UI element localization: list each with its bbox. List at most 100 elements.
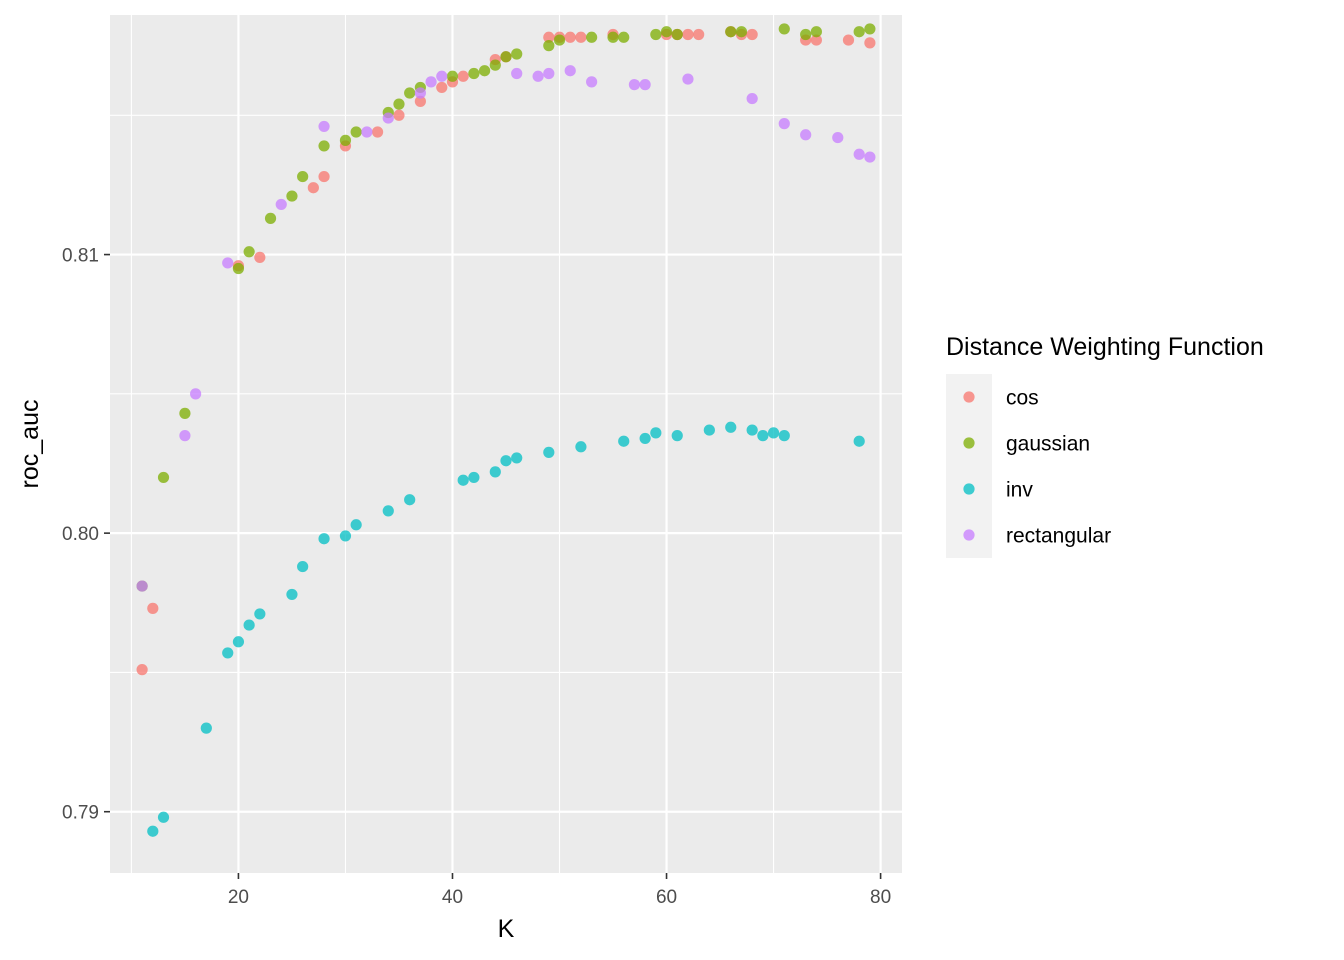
y-tick-label: 0.81 xyxy=(62,246,99,267)
data-point-inv xyxy=(232,636,245,648)
data-point-cos xyxy=(147,602,159,614)
data-point-gaussian xyxy=(350,126,362,138)
legend-key-inv xyxy=(963,483,975,495)
legend-items: cos gaussian inv rectangular xyxy=(946,374,1111,558)
data-point-cos xyxy=(864,37,876,49)
data-point-inv xyxy=(147,825,159,837)
data-point-rectangular xyxy=(864,151,876,163)
data-point-cos xyxy=(457,70,469,82)
data-point-rectangular xyxy=(361,126,373,138)
data-point-gaussian xyxy=(607,31,619,43)
data-point-cos xyxy=(254,251,266,263)
data-point-cos xyxy=(564,31,576,43)
data-point-rectangular xyxy=(778,118,790,130)
data-point-cos xyxy=(307,182,319,194)
data-point-rectangular xyxy=(639,79,651,91)
data-point-gaussian xyxy=(800,28,812,41)
plot-panel xyxy=(110,15,902,873)
data-point-inv xyxy=(853,435,865,447)
legend-key-rectangular xyxy=(963,529,975,541)
data-point-rectangular xyxy=(318,120,330,133)
data-point-rectangular xyxy=(179,430,191,442)
legend: Distance Weighting Function cos gaussian i… xyxy=(946,333,1264,558)
data-point-gaussian xyxy=(468,67,480,80)
data-point-rectangular xyxy=(746,92,758,105)
data-point-gaussian xyxy=(339,134,352,146)
data-point-gaussian xyxy=(179,407,191,419)
data-point-gaussian xyxy=(660,26,673,38)
data-point-rectangular xyxy=(853,148,865,160)
data-point-cos xyxy=(136,664,148,676)
y-tick-label: 0.79 xyxy=(62,803,99,824)
x-axis-title: K xyxy=(498,915,515,943)
data-point-gaussian xyxy=(586,31,598,43)
data-point-gaussian xyxy=(393,98,405,110)
data-point-rectangular xyxy=(586,76,598,88)
data-point-gaussian xyxy=(264,212,277,224)
data-point-rectangular xyxy=(382,112,394,124)
data-point-inv xyxy=(318,533,330,545)
data-point-rectangular xyxy=(222,257,234,269)
data-point-gaussian xyxy=(478,65,491,77)
data-point-rectangular xyxy=(628,79,641,91)
data-point-inv xyxy=(457,474,469,486)
data-point-gaussian xyxy=(243,246,255,258)
data-point-inv xyxy=(339,530,352,542)
data-point-gaussian xyxy=(864,23,876,35)
x-tick-label: 40 xyxy=(442,887,463,908)
data-point-cos xyxy=(842,34,855,46)
data-point-inv xyxy=(725,421,737,433)
legend-key-gaussian xyxy=(963,437,975,449)
data-point-rectangular xyxy=(511,67,523,80)
data-points xyxy=(136,23,876,837)
data-point-inv xyxy=(468,471,480,484)
data-point-cos xyxy=(810,34,822,46)
data-point-inv xyxy=(543,446,555,458)
data-point-gaussian xyxy=(318,140,330,152)
x-tick-label: 60 xyxy=(656,887,677,908)
data-point-rectangular xyxy=(543,67,555,80)
data-point-gaussian xyxy=(810,26,822,38)
x-tick-label: 20 xyxy=(228,887,249,908)
data-point-cos xyxy=(436,81,448,94)
data-point-gaussian xyxy=(157,471,170,484)
series-rectangular xyxy=(136,65,876,592)
legend-key-background xyxy=(946,374,992,558)
data-point-gaussian xyxy=(853,26,865,38)
data-point-cos xyxy=(414,95,426,107)
legend-label-inv: inv xyxy=(1006,479,1033,502)
data-point-gaussian xyxy=(650,28,662,41)
data-point-inv xyxy=(671,430,683,442)
data-point-inv xyxy=(500,455,512,467)
data-point-gaussian xyxy=(543,40,555,52)
data-point-inv xyxy=(200,722,212,734)
data-point-inv xyxy=(650,427,662,439)
data-point-cos xyxy=(543,31,555,43)
data-point-rectangular xyxy=(136,580,148,592)
data-point-gaussian xyxy=(489,59,501,71)
data-point-rectangular xyxy=(436,70,448,82)
data-point-inv xyxy=(286,588,298,601)
data-point-inv xyxy=(511,452,523,464)
legend-label-gaussian: gaussian xyxy=(1006,433,1090,456)
legend-key-cos xyxy=(963,391,975,403)
data-point-gaussian xyxy=(778,23,790,35)
data-point-rectangular xyxy=(800,129,812,141)
series-inv xyxy=(147,421,865,837)
data-point-inv xyxy=(404,494,416,506)
data-point-inv xyxy=(243,619,255,631)
legend-title: Distance Weighting Function xyxy=(946,333,1264,361)
y-axis: 0.79 0.80 0.81 xyxy=(62,246,110,824)
data-point-rectangular xyxy=(190,388,202,400)
data-point-inv xyxy=(767,427,780,439)
data-point-gaussian xyxy=(553,34,566,46)
data-point-gaussian xyxy=(671,28,683,41)
data-point-inv xyxy=(703,424,715,436)
x-tick-label: 80 xyxy=(870,887,891,908)
data-point-inv xyxy=(350,519,362,531)
y-axis-title: roc_auc xyxy=(16,400,44,489)
legend-label-cos: cos xyxy=(1006,387,1039,410)
data-point-cos xyxy=(682,28,694,41)
minor-gridlines xyxy=(110,15,902,873)
data-point-rectangular xyxy=(414,87,426,99)
